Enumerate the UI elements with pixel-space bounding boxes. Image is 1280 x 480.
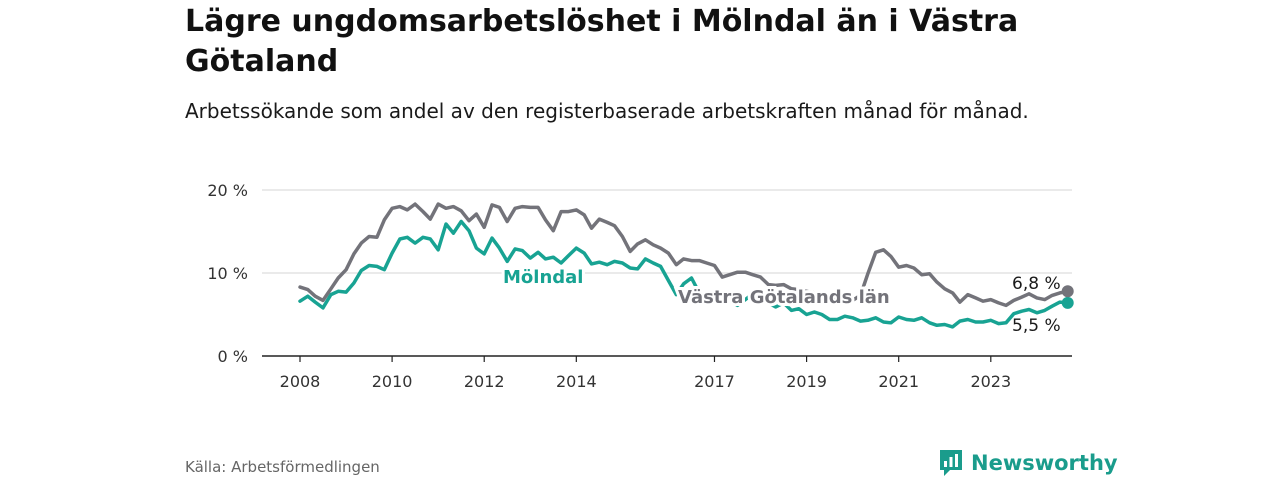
molndal-end-label: 5,5 % bbox=[1012, 316, 1061, 336]
x-tick-label: 2023 bbox=[970, 372, 1011, 391]
x-tick-label: 2017 bbox=[694, 372, 735, 391]
vastra-gotaland-end-label: 6,8 % bbox=[1012, 274, 1061, 294]
source-note: Källa: Arbetsförmedlingen bbox=[185, 458, 380, 476]
newsworthy-icon bbox=[940, 450, 962, 476]
y-tick-label: 20 % bbox=[207, 181, 248, 200]
x-tick-label: 2019 bbox=[786, 372, 827, 391]
molndal-end-dot bbox=[1061, 296, 1074, 309]
y-tick-label: 0 % bbox=[218, 347, 248, 366]
x-tick-label: 2021 bbox=[878, 372, 919, 391]
svg-text:Mölndal: Mölndal bbox=[503, 267, 583, 288]
x-tick-label: 2010 bbox=[372, 372, 413, 391]
vastra-gotaland-end-dot bbox=[1061, 285, 1074, 298]
brand-name: Newsworthy bbox=[971, 451, 1118, 475]
x-tick-label: 2012 bbox=[464, 372, 505, 391]
vastra-gotaland-line bbox=[298, 202, 1070, 308]
x-tick-label: 2008 bbox=[280, 372, 321, 391]
chart-subtitle: Arbetssökande som andel av den registerb… bbox=[185, 99, 1029, 123]
svg-text:Västra Götalands län: Västra Götalands län bbox=[678, 287, 890, 308]
svg-text:Mölndal: Mölndal bbox=[503, 267, 583, 288]
y-tick-label: 10 % bbox=[207, 264, 248, 283]
newsworthy-logo[interactable]: Newsworthy bbox=[938, 448, 1118, 478]
x-tick-label: 2014 bbox=[556, 372, 597, 391]
svg-text:Västra Götalands län: Västra Götalands län bbox=[678, 287, 890, 308]
molndal-line bbox=[298, 219, 1070, 329]
chart-title: Lägre ungdomsarbetslöshet i Mölndal än i… bbox=[185, 4, 1019, 79]
